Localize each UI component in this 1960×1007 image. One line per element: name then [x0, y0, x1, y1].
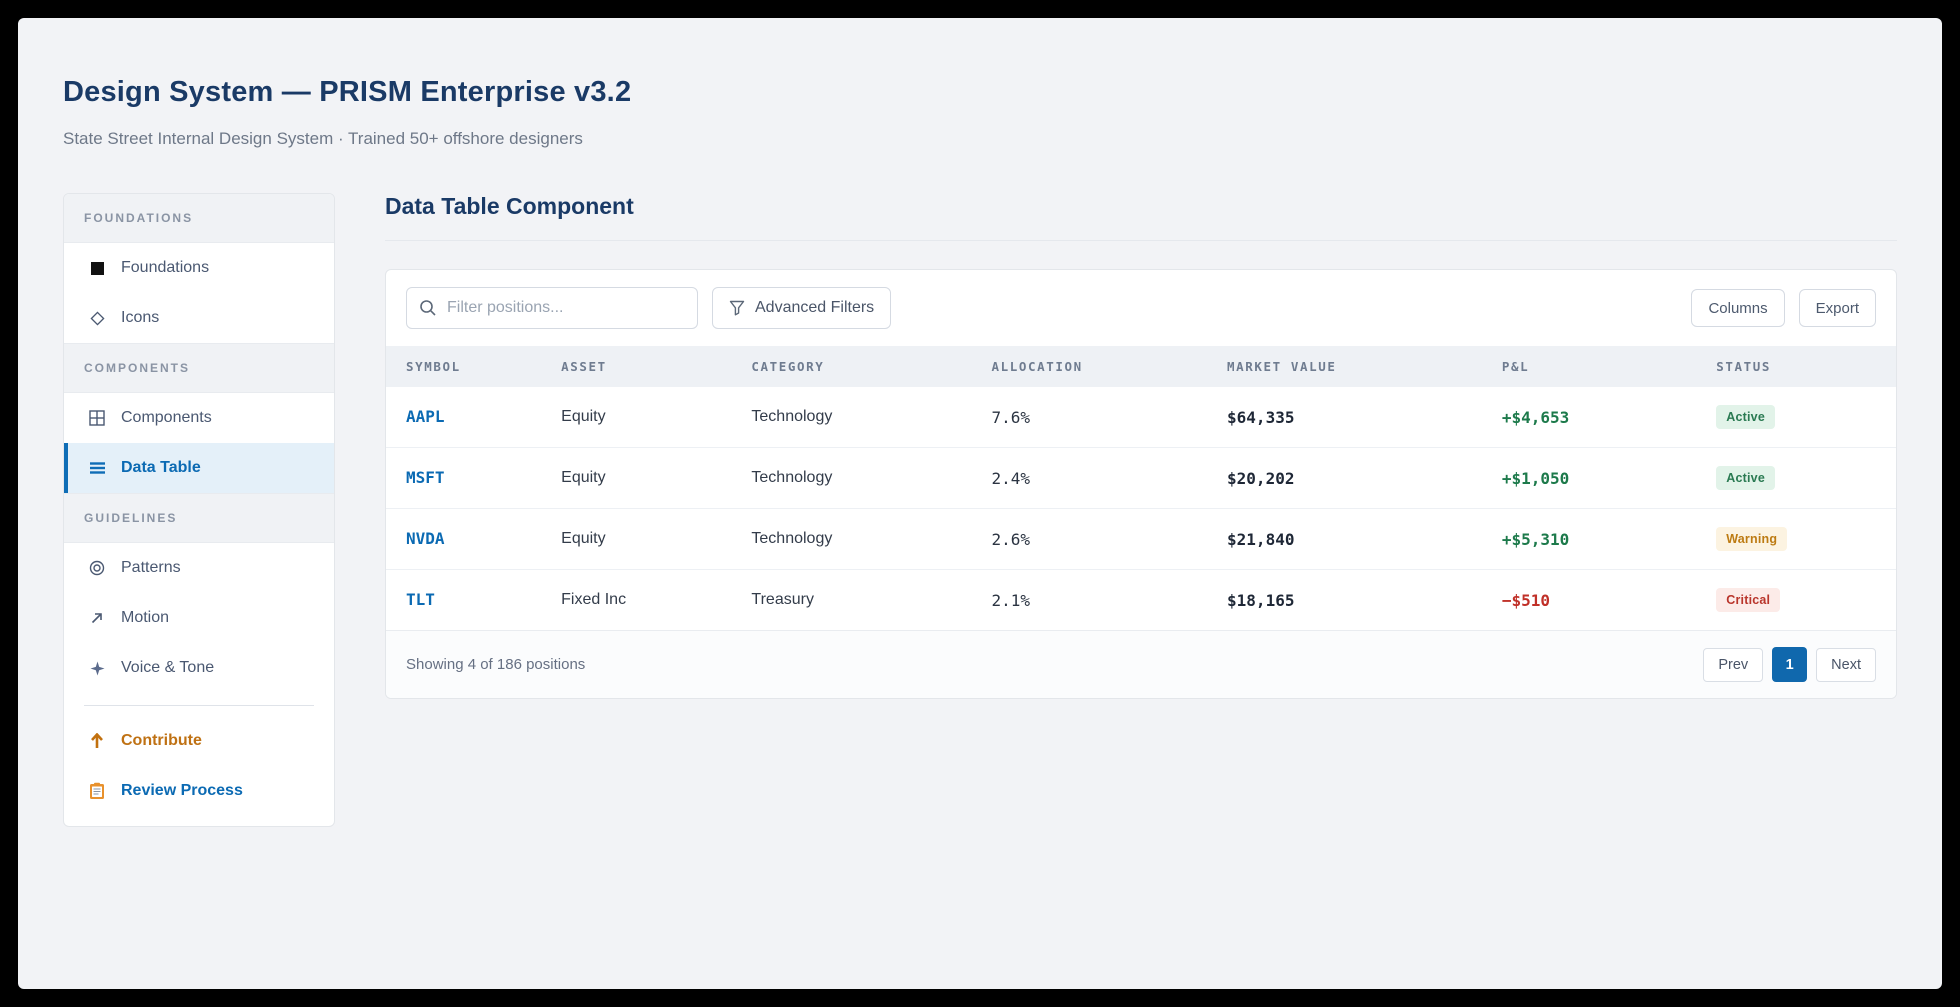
allocation-cell: 2.4%	[991, 447, 1228, 509]
asset-cell: Fixed Inc	[561, 569, 752, 630]
app-window: Design System — PRISM Enterprise v3.2 St…	[18, 18, 1942, 989]
sidebar-item-patterns[interactable]: Patterns	[64, 543, 334, 593]
sidebar-divider	[84, 705, 314, 706]
pnl-cell: +$5,310	[1501, 508, 1717, 570]
table-row: MSFT Equity Technology 2.4% $20,202 +$1,…	[386, 447, 1896, 509]
star-icon	[88, 660, 106, 676]
allocation-cell: 2.1%	[991, 569, 1228, 630]
symbol-link[interactable]: AAPL	[406, 407, 445, 426]
grid-icon	[88, 410, 106, 426]
column-header-asset[interactable]: ASSET	[561, 346, 752, 387]
market-value-cell: $20,202	[1227, 447, 1502, 509]
symbol-link[interactable]: TLT	[406, 590, 435, 609]
asset-cell: Equity	[561, 447, 752, 509]
sidebar-item-foundations[interactable]: Foundations	[64, 243, 334, 293]
data-table-card: Advanced Filters Columns Export	[385, 269, 1897, 699]
target-icon	[88, 560, 106, 576]
current-page-button[interactable]: 1	[1772, 647, 1808, 682]
positions-table: SYMBOL ASSET CATEGORY ALLOCATION MARKET …	[386, 346, 1896, 630]
pagination: Prev 1 Next	[1703, 647, 1876, 682]
market-value-cell: $18,165	[1227, 569, 1502, 630]
upload-arrow-icon	[88, 733, 106, 749]
advanced-filters-label: Advanced Filters	[755, 299, 875, 316]
sidebar-item-label: Voice & Tone	[121, 659, 215, 676]
sidebar-item-components[interactable]: Components	[64, 393, 334, 443]
category-cell: Technology	[751, 447, 992, 509]
diamond-icon	[88, 310, 106, 326]
filter-search-box[interactable]	[406, 287, 698, 329]
list-icon	[88, 461, 106, 475]
market-value-cell: $21,840	[1227, 508, 1502, 570]
page-title: Design System — PRISM Enterprise v3.2	[63, 76, 632, 108]
column-header-pnl[interactable]: P&L	[1501, 346, 1717, 387]
sidebar-item-label: Contribute	[121, 732, 202, 749]
column-header-allocation[interactable]: ALLOCATION	[991, 346, 1228, 387]
pnl-cell: −$510	[1501, 569, 1717, 630]
funnel-icon	[729, 300, 745, 316]
sidebar-item-contribute[interactable]: Contribute	[64, 716, 334, 766]
pnl-cell: +$4,653	[1501, 407, 1570, 427]
asset-cell: Equity	[561, 408, 606, 425]
sidebar-item-icons[interactable]: Icons	[64, 293, 334, 343]
sidebar-section-guidelines: GUIDELINES	[64, 493, 334, 543]
allocation-cell: 2.6%	[991, 508, 1228, 570]
clipboard-icon	[88, 782, 106, 800]
category-cell: Treasury	[751, 569, 992, 630]
results-summary: Showing 4 of 186 positions	[406, 656, 586, 673]
sidebar-item-label: Review Process	[121, 782, 243, 799]
prev-page-button[interactable]: Prev	[1703, 647, 1764, 682]
square-icon	[88, 261, 106, 276]
main-content: Data Table Component	[385, 193, 1897, 699]
sidebar-item-label: Components	[121, 409, 212, 426]
status-badge: Active	[1716, 466, 1775, 490]
table-toolbar: Advanced Filters Columns Export	[386, 270, 1896, 346]
columns-button[interactable]: Columns	[1691, 289, 1785, 327]
pnl-cell: +$1,050	[1501, 447, 1717, 509]
next-page-button[interactable]: Next	[1816, 647, 1876, 682]
table-row: AAPL Equity Technology 7.6% $64,335 +$4,…	[386, 387, 1896, 448]
table-row: TLT Fixed Inc Treasury 2.1% $18,165 −$51…	[386, 569, 1896, 630]
column-header-symbol[interactable]: SYMBOL	[386, 346, 562, 387]
component-heading: Data Table Component	[385, 193, 1897, 241]
status-badge: Critical	[1716, 588, 1781, 612]
status-badge: Active	[1716, 405, 1775, 429]
sidebar-item-label: Foundations	[121, 259, 210, 276]
table-row: NVDA Equity Technology 2.6% $21,840 +$5,…	[386, 508, 1896, 570]
market-value-cell: $64,335	[1227, 407, 1295, 427]
sidebar-item-label: Patterns	[121, 559, 181, 576]
filter-input[interactable]	[447, 299, 685, 317]
sidebar-section-components: COMPONENTS	[64, 343, 334, 393]
allocation-cell: 7.6%	[991, 407, 1031, 427]
arrow-up-right-icon	[88, 611, 106, 625]
sidebar-section-foundations: FOUNDATIONS	[64, 194, 334, 243]
category-cell: Technology	[751, 508, 992, 570]
column-header-category[interactable]: CATEGORY	[751, 346, 992, 387]
sidebar: FOUNDATIONS Foundations Icons COMPONE	[63, 193, 335, 827]
table-header: SYMBOL ASSET CATEGORY ALLOCATION MARKET …	[386, 346, 1896, 387]
symbol-link[interactable]: MSFT	[406, 468, 445, 487]
category-cell: Technology	[751, 408, 833, 425]
sidebar-item-motion[interactable]: Motion	[64, 593, 334, 643]
search-icon	[419, 299, 437, 317]
asset-cell: Equity	[561, 508, 752, 570]
symbol-link[interactable]: NVDA	[406, 529, 445, 548]
sidebar-item-label: Data Table	[121, 459, 201, 476]
sidebar-item-data-table[interactable]: Data Table	[64, 443, 334, 493]
column-header-status[interactable]: STATUS	[1716, 346, 1896, 387]
sidebar-item-label: Icons	[121, 309, 160, 326]
sidebar-item-voice-tone[interactable]: Voice & Tone	[64, 643, 334, 693]
sidebar-item-label: Motion	[121, 609, 170, 626]
advanced-filters-button[interactable]: Advanced Filters	[712, 287, 892, 329]
table-footer: Showing 4 of 186 positions Prev 1 Next	[386, 630, 1896, 698]
sidebar-item-review-process[interactable]: Review Process	[64, 766, 334, 816]
column-header-market-value[interactable]: MARKET VALUE	[1227, 346, 1502, 387]
export-button[interactable]: Export	[1798, 289, 1876, 327]
page-subtitle: State Street Internal Design System · Tr…	[63, 129, 583, 148]
status-badge: Warning	[1716, 527, 1788, 551]
